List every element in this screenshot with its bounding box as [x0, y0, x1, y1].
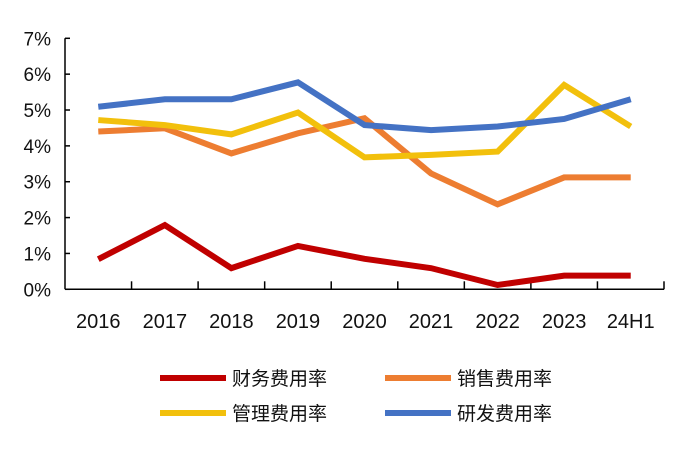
x-tick-label: 2020: [342, 311, 387, 333]
legend-label: 研发费用率: [457, 403, 552, 425]
x-tick-label: 2017: [143, 311, 188, 333]
legend-item: 管理费用率: [160, 403, 327, 425]
x-tick-label: 2023: [542, 311, 587, 333]
series-lines: [98, 82, 631, 285]
legend-item: 研发费用率: [385, 403, 552, 425]
series-line-1: [98, 225, 630, 285]
series-line-4: [98, 82, 630, 130]
x-tick-label: 2022: [475, 311, 520, 333]
y-tick-label: 2%: [24, 209, 52, 230]
x-tick-label: 2018: [209, 311, 254, 333]
x-tick-label: 2019: [276, 311, 321, 333]
x-tick-label: 2021: [409, 311, 454, 333]
y-tick-label: 5%: [24, 101, 52, 122]
y-tick-label: 3%: [24, 173, 52, 194]
legend-item: 财务费用率: [160, 368, 327, 390]
axes: 0% 1% 2% 3% 4% 5% 6% 7% 2016 2017 2018 2019 2020 2021…: [24, 29, 664, 333]
y-tick-label: 6%: [24, 65, 52, 86]
legend-label: 销售费用率: [457, 368, 552, 390]
legend-label: 财务费用率: [232, 368, 327, 390]
series-line-2: [98, 118, 630, 204]
y-tick-label: 4%: [24, 137, 52, 158]
x-tick-label: 24H1: [607, 311, 655, 333]
x-tick-label: 2016: [76, 311, 121, 333]
y-tick-label: 1%: [24, 244, 52, 265]
legend-label: 管理费用率: [232, 403, 327, 425]
y-tick-label: 7%: [24, 29, 52, 50]
legend-item: 销售费用率: [385, 368, 552, 390]
y-tick-label: 0%: [24, 280, 52, 301]
